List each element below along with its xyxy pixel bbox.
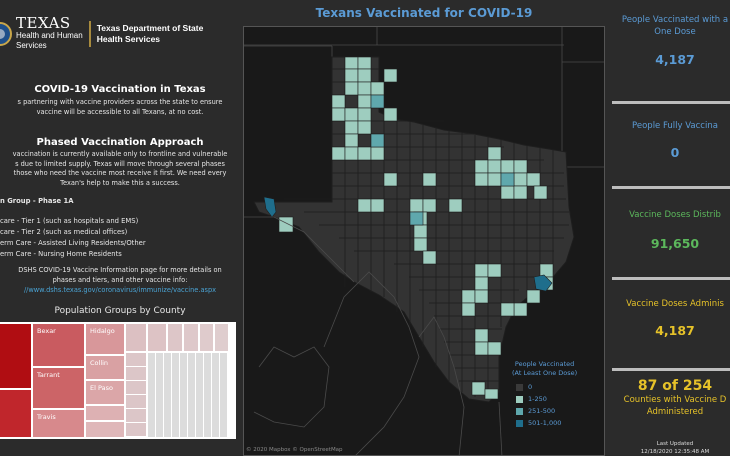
treemap-cell-el-paso[interactable]: El Paso (85, 380, 125, 405)
kpi-doses-distributed: Vaccine Doses Distrib 91,650 (629, 210, 721, 251)
vaccination-map[interactable] (243, 26, 605, 456)
treemap-cell-tarrant[interactable]: Tarrant (32, 367, 85, 409)
kpi-divider (612, 101, 730, 104)
last-updated: Last Updated 12/18/2020 12:35:48 AM (640, 441, 710, 455)
intro-title: COVID-19 Vaccination in Texas (34, 84, 206, 95)
treemap-title: Population Groups by County (54, 306, 186, 316)
legend-swatch (516, 419, 523, 427)
phased-line-1: vaccination is currently available only … (12, 150, 228, 158)
legend-item-251-500[interactable]: 251-500 (512, 405, 577, 417)
vaccine-info-link[interactable]: //www.dshs.texas.gov/coronavirus/immuniz… (23, 286, 217, 294)
info-panel: TEXAS Health and Human Services Texas De… (0, 0, 240, 456)
phased-title: Phased Vaccination Approach (36, 137, 204, 148)
treemap-cell-collin[interactable]: Collin (85, 355, 125, 380)
kpi-one-dose: People Vaccinated with a One Dose 4,187 (621, 15, 729, 67)
legend-item-0[interactable]: 0 (512, 381, 577, 393)
treemap-cell[interactable] (125, 323, 147, 352)
intro-line-2: vaccine will be accessible to all Texans… (36, 108, 204, 116)
treemap-cell-travis[interactable]: Travis (32, 409, 85, 438)
map-attribution[interactable]: © 2020 Mapbox © OpenStreetMap (246, 447, 343, 453)
legend-item-1-250[interactable]: 1-250 (512, 393, 577, 405)
treemap-cell[interactable] (147, 323, 167, 352)
legend-swatch (516, 395, 523, 403)
intro-line-1: s partnering with vaccine providers acro… (17, 98, 223, 106)
kpi-counties: 87 of 254 Counties with Vaccine D Admini… (623, 378, 727, 417)
legend-title: People Vaccinated (At Least One Dose) (512, 360, 578, 377)
population-treemap[interactable]: Bexar Tarrant Travis Hidalgo Collin El P… (0, 322, 236, 439)
group-item-2: care - Tier 2 (such as medical offices) (0, 228, 128, 236)
texas-seal-icon (0, 21, 12, 46)
info-line-1: DSHS COVID-19 Vaccine Information page f… (18, 266, 222, 274)
kpi-divider (612, 368, 730, 371)
treemap-cell[interactable] (183, 323, 199, 352)
group-title: n Group - Phase 1A (0, 197, 74, 205)
map-legend: People Vaccinated (At Least One Dose) 0 … (512, 360, 577, 429)
phased-line-4: Texan's help to make this a success. (60, 179, 180, 187)
kpi-fully-vaccinated: People Fully Vaccina 0 (632, 121, 718, 160)
phased-line-2: s due to limited supply. Texas will move… (15, 160, 225, 168)
legend-item-501-1000[interactable]: 501-1,000 (512, 417, 577, 429)
info-line-2: phases and tiers, and other vaccine info… (52, 276, 188, 284)
legend-swatch (516, 407, 523, 415)
kpi-divider (612, 277, 730, 280)
texas-county-map[interactable] (244, 27, 605, 456)
treemap-cell-harris[interactable] (0, 323, 32, 389)
dshs-logo[interactable]: Texas Department of State Health Service… (96, 22, 204, 44)
kpi-divider (612, 186, 730, 189)
map-title: Texans Vaccinated for COVID-19 (315, 6, 533, 20)
treemap-cell[interactable] (199, 323, 214, 352)
treemap-cell-group[interactable] (147, 352, 229, 438)
treemap-cell-group[interactable] (125, 352, 147, 438)
logo-divider (88, 20, 91, 47)
treemap-cell-dallas[interactable] (0, 389, 32, 438)
treemap-cell[interactable] (167, 323, 183, 352)
group-item-3: erm Care - Assisted Living Residents/Oth… (0, 239, 146, 247)
treemap-cell[interactable] (214, 323, 229, 352)
header-logos: TEXAS Health and Human Services Texas De… (0, 16, 203, 51)
kpi-doses-administered: Vaccine Doses Adminis 4,187 (626, 299, 724, 338)
treemap-cell-bexar[interactable]: Bexar (32, 323, 85, 367)
hhs-logo[interactable]: TEXAS Health and Human Services (16, 14, 83, 51)
treemap-cell-hidalgo[interactable]: Hidalgo (85, 323, 125, 355)
treemap-cell[interactable] (85, 405, 125, 421)
phased-line-3: those who need the vaccine most receive … (13, 169, 227, 177)
group-item-1: care - Tier 1 (such as hospitals and EMS… (0, 217, 139, 225)
group-item-4: erm Care - Nursing Home Residents (0, 250, 122, 258)
legend-swatch (516, 383, 523, 391)
treemap-cell[interactable] (85, 421, 125, 438)
kpi-panel: People Vaccinated with a One Dose 4,187 … (610, 0, 730, 456)
